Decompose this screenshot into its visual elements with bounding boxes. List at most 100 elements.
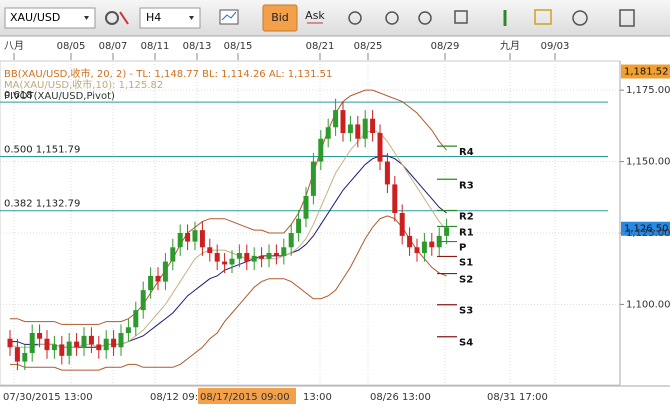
- pivot-label: R4: [459, 147, 474, 158]
- candle-body: [399, 213, 405, 236]
- candle-body: [59, 344, 65, 356]
- price-marker: [621, 64, 670, 79]
- candle-body: [318, 138, 324, 162]
- icon[interactable]: [105, 11, 129, 25]
- fib-label: 0.618: [4, 90, 33, 101]
- symbol-select[interactable]: [4, 7, 96, 29]
- time-axis: [0, 386, 670, 408]
- pivot-label: P: [459, 243, 466, 254]
- symbol-text: XAU/USD: [10, 11, 60, 24]
- candle-body: [370, 118, 376, 133]
- candle-body: [7, 338, 13, 348]
- candle-body: [207, 247, 213, 253]
- x-tick-label: 07/30/2015 13:00: [3, 392, 93, 403]
- candle-body: [155, 275, 161, 282]
- candle-body: [199, 230, 205, 248]
- candle-body: [273, 253, 279, 256]
- candle-body: [414, 247, 420, 253]
- top-axis-label: 08/13: [183, 41, 212, 52]
- candle-body: [303, 195, 309, 219]
- candle-body: [347, 124, 353, 133]
- candle-body: [125, 327, 131, 333]
- candle-body: [103, 338, 109, 351]
- timeframe-select[interactable]: [139, 7, 201, 29]
- tool-icons[interactable]: [348, 9, 635, 27]
- top-axis-label: 八月: [4, 40, 24, 52]
- fib-label: 0.382 1,132.79: [4, 199, 80, 210]
- timeframe-text: H4: [146, 11, 161, 24]
- top-axis-label: 08/25: [354, 41, 383, 52]
- candle-body: [22, 353, 28, 362]
- price-marker-label: 1,181.52: [624, 67, 669, 78]
- candle-body: [133, 310, 139, 328]
- plot: 0.618 0.500 1,151.79 0.382 1,132.79 BB(XAU/…: [0, 61, 620, 385]
- y-tick-label: 1,125.00: [626, 228, 670, 239]
- candle-body: [333, 110, 339, 128]
- candle-body: [74, 341, 80, 348]
- bid-button[interactable]: [262, 4, 298, 32]
- fib-label: 0.500 1,151.79: [4, 144, 80, 155]
- candle-body: [444, 227, 450, 236]
- candle-body: [407, 235, 413, 248]
- crosshair-time-bg: [198, 388, 296, 404]
- candle-body: [244, 253, 250, 262]
- candle-body: [310, 161, 316, 196]
- overlay: 1,181.52 1,126.50 07/30/2015 13:00 08/12 09…: [3, 64, 670, 404]
- candle-body: [192, 230, 198, 242]
- top-axis-label: 09/03: [541, 41, 570, 52]
- x-tick-label: 13:00: [303, 392, 332, 403]
- candle-body: [392, 184, 398, 213]
- candle-body: [384, 161, 390, 185]
- top-axis-label: 08/05: [57, 41, 86, 52]
- price-marker-label: 1,126.50: [624, 224, 669, 235]
- price-marker: [621, 221, 670, 236]
- candle-body: [148, 275, 154, 291]
- pivot-label: S2: [459, 275, 473, 286]
- indicator-label: MA(XAU/USD,收市,10): 1,125.82: [4, 78, 163, 91]
- x-tick-label: 08/26 13:00: [370, 392, 431, 403]
- candle-body: [44, 338, 50, 351]
- top-axis-label: 08/15: [224, 41, 253, 52]
- top-axis-label: 九月: [500, 40, 520, 52]
- x-tick-label: 08/17/2015 09:00: [200, 392, 290, 403]
- pivot-label: R3: [459, 180, 474, 191]
- candle-body: [325, 127, 331, 139]
- candle-body: [236, 253, 242, 259]
- top-axis-label: 08/11: [141, 41, 170, 52]
- candle-body: [296, 218, 302, 233]
- candle-body: [14, 347, 20, 362]
- chart-type-icon[interactable]: [219, 9, 239, 25]
- indicator-label: PIVOT(XAU/USD,Pivot): [4, 91, 115, 102]
- candle-body: [355, 124, 361, 139]
- candle-body: [259, 255, 265, 259]
- candle-body: [377, 133, 383, 162]
- candle-body: [421, 241, 427, 253]
- candle-body: [185, 233, 191, 242]
- candle-body: [214, 253, 220, 262]
- candle-body: [362, 118, 368, 139]
- candle-body: [288, 233, 294, 248]
- pivot-label: R2: [459, 211, 474, 222]
- candle-body: [251, 255, 257, 262]
- candle-body: [222, 261, 228, 265]
- dropdown-arrow: [189, 16, 194, 20]
- candle-body: [29, 333, 35, 353]
- indicator-label: BB(XAU/USD,收市, 20, 2) - TL: 1,148.77 BL:…: [4, 67, 332, 80]
- candle-body: [266, 253, 272, 259]
- y-tick-label: 1,100.00: [626, 299, 670, 310]
- candle-body: [162, 261, 168, 282]
- candle-body: [229, 258, 235, 265]
- y-tick-label: 1,150.00: [626, 157, 670, 168]
- top-axis: [0, 37, 670, 61]
- candle-body: [281, 247, 287, 256]
- pivot-label: S3: [459, 306, 473, 317]
- ask-label[interactable]: Ask: [305, 9, 325, 22]
- candle-body: [340, 110, 346, 133]
- candle-body: [81, 335, 87, 348]
- candle-body: [140, 290, 146, 311]
- candle-body: [96, 344, 102, 351]
- candle-body: [111, 338, 117, 348]
- top-axis-label: 08/29: [431, 41, 460, 52]
- candle-body: [177, 233, 183, 248]
